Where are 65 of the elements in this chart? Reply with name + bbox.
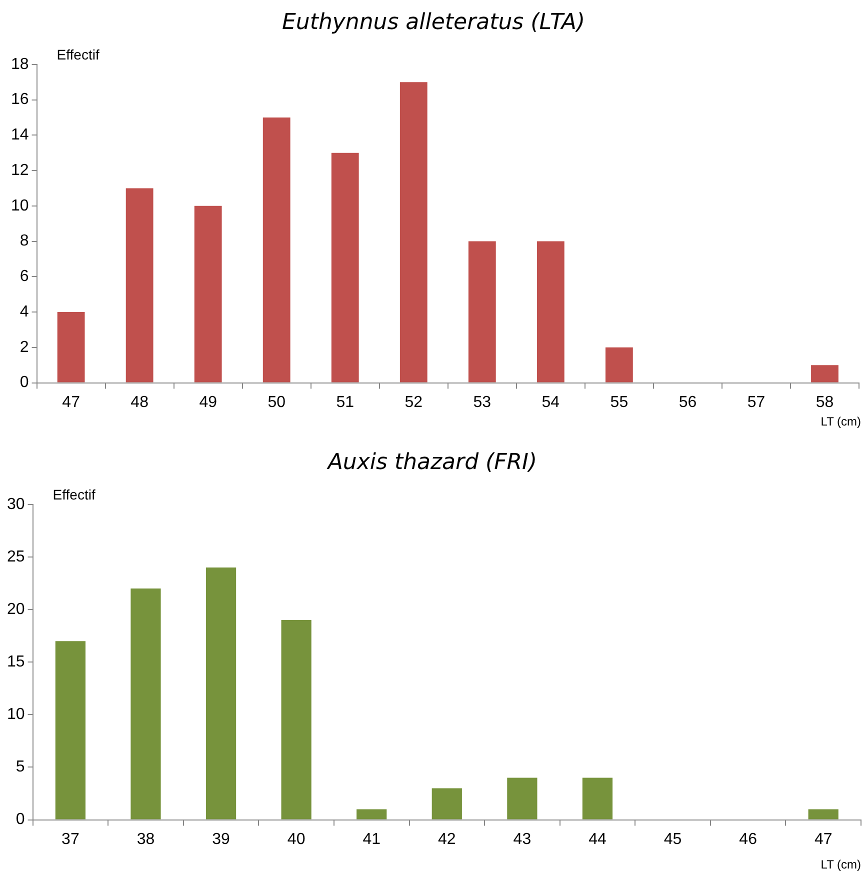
- y-tick-label: 6: [20, 268, 29, 286]
- y-axis-title: Effectif: [52, 486, 96, 502]
- y-tick-label: 0: [16, 811, 25, 828]
- chart-title: Euthynnus alleteratus (LTA): [282, 10, 586, 35]
- bar: [130, 588, 161, 820]
- bar: [432, 788, 462, 820]
- bar: [262, 117, 290, 382]
- y-axis-title: Effectif: [56, 46, 100, 62]
- bar: [194, 206, 222, 382]
- y-tick-label: 20: [7, 600, 25, 618]
- x-tick-label: 44: [588, 830, 606, 848]
- x-tick-label: 46: [739, 830, 758, 848]
- y-tick-label: 10: [7, 706, 25, 724]
- x-tick-label: 40: [287, 830, 306, 848]
- x-axis-title: LT (cm): [820, 414, 862, 428]
- x-tick-label: 38: [136, 830, 155, 848]
- y-tick-label: 18: [11, 56, 29, 73]
- bar: [507, 778, 538, 820]
- x-tick-label: 52: [404, 394, 423, 411]
- x-axis-title: LT (cm): [820, 857, 862, 872]
- bar: [400, 82, 428, 382]
- x-tick-label: 53: [473, 394, 492, 411]
- x-tick-label: 56: [678, 394, 697, 411]
- x-tick-label: 57: [747, 394, 766, 411]
- bar: [126, 188, 154, 382]
- x-tick-label: 41: [362, 830, 381, 848]
- x-tick-label: 47: [62, 394, 80, 411]
- bar: [536, 241, 564, 382]
- bar: [356, 809, 387, 820]
- bar: [331, 152, 359, 382]
- bar: [808, 809, 838, 820]
- bar: [281, 620, 312, 820]
- y-tick-label: 14: [11, 126, 29, 144]
- y-tick-label: 2: [20, 338, 29, 356]
- x-tick-label: 45: [664, 830, 682, 848]
- bar: [55, 641, 86, 820]
- x-tick-label: 49: [199, 394, 218, 411]
- x-tick-label: 48: [130, 394, 149, 411]
- y-tick-label: 25: [7, 548, 25, 566]
- y-tick-label: 16: [11, 91, 29, 108]
- x-tick-label: 42: [438, 830, 456, 848]
- bar: [206, 567, 236, 820]
- y-tick-label: 10: [11, 197, 29, 214]
- bar: [811, 365, 838, 382]
- x-tick-label: 51: [336, 394, 354, 411]
- y-tick-label: 4: [20, 303, 29, 320]
- x-tick-label: 58: [816, 394, 834, 411]
- y-tick-label: 8: [20, 232, 29, 250]
- x-tick-label: 39: [212, 830, 230, 848]
- y-tick-label: 30: [7, 496, 25, 513]
- y-tick-label: 5: [16, 758, 25, 776]
- y-tick-label: 0: [20, 374, 29, 392]
- bar: [605, 347, 633, 382]
- x-tick-label: 50: [268, 394, 286, 411]
- y-tick-label: 15: [7, 654, 25, 671]
- x-tick-label: 43: [513, 830, 532, 848]
- bar: [468, 241, 496, 382]
- x-tick-label: 37: [62, 830, 80, 848]
- x-tick-label: 55: [610, 394, 628, 411]
- y-tick-label: 12: [11, 162, 29, 179]
- bar: [582, 778, 613, 820]
- chart-title: Auxis thazard (FRI): [326, 450, 538, 475]
- bar: [57, 312, 85, 382]
- x-tick-label: 47: [814, 830, 832, 848]
- x-tick-label: 54: [542, 394, 560, 411]
